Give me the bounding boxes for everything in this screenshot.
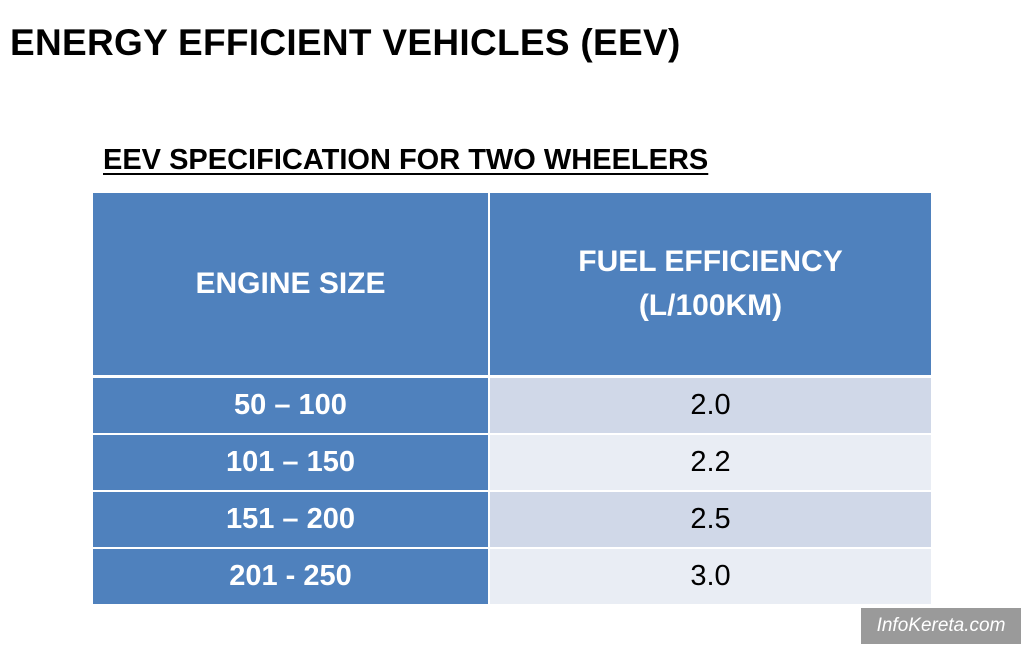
fuel-efficiency-cell: 3.0 — [489, 548, 931, 604]
spec-table: ENGINE SIZE FUEL EFFICIENCY (L/100KM) 50… — [93, 193, 931, 604]
header-fuel-efficiency: FUEL EFFICIENCY (L/100KM) — [489, 193, 931, 377]
header-fuel-efficiency-label: FUEL EFFICIENCY — [578, 245, 843, 278]
engine-size-cell: 50 – 100 — [93, 376, 490, 434]
table-row: 50 – 100 2.0 — [93, 376, 931, 434]
engine-size-cell: 201 - 250 — [93, 548, 490, 604]
table-header-row: ENGINE SIZE FUEL EFFICIENCY (L/100KM) — [93, 193, 931, 377]
table-row: 151 – 200 2.5 — [93, 491, 931, 548]
table-row: 101 – 150 2.2 — [93, 434, 931, 491]
fuel-efficiency-cell: 2.0 — [489, 376, 931, 434]
table-row: 201 - 250 3.0 — [93, 548, 931, 604]
engine-size-cell: 151 – 200 — [93, 491, 490, 548]
engine-size-cell: 101 – 150 — [93, 434, 490, 491]
fuel-efficiency-cell: 2.2 — [489, 434, 931, 491]
header-fuel-efficiency-unit: (L/100KM) — [638, 289, 783, 322]
watermark: InfoKereta.com — [861, 608, 1021, 644]
page-title: ENERGY EFFICIENT VEHICLES (EEV) — [10, 22, 681, 63]
fuel-efficiency-cell: 2.5 — [489, 491, 931, 548]
table-caption: EEV SPECIFICATION FOR TWO WHEELERS — [103, 144, 709, 176]
header-engine-size: ENGINE SIZE — [93, 193, 490, 377]
